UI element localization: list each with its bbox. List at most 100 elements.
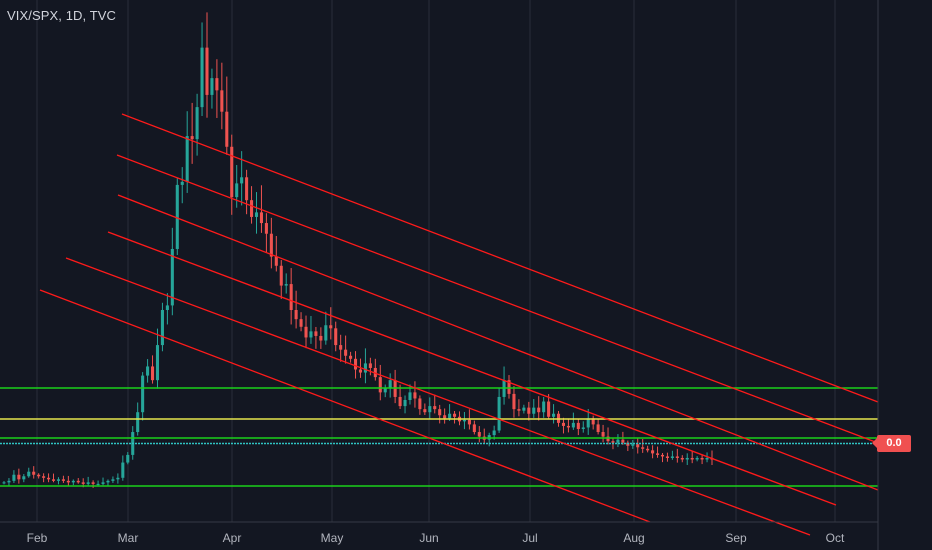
candle [383,384,387,398]
candle [636,437,640,454]
candle [225,76,229,155]
candle [675,448,679,463]
candle [512,386,516,418]
candle [586,409,590,435]
candle [571,412,575,430]
x-tick-label: Apr [222,531,242,545]
candle [656,446,660,458]
candle [596,419,600,435]
candle [423,403,427,415]
candle [388,373,392,398]
candle [561,417,566,434]
candle [279,260,283,299]
candle [403,395,407,414]
candle [165,293,169,325]
candle [616,434,620,448]
candle [522,404,526,414]
x-tick-label: Aug [623,531,645,545]
candle [264,213,268,253]
candle [2,481,6,485]
candle [220,62,224,130]
candle [334,321,338,352]
candle [200,22,204,116]
candle [641,438,645,453]
candle [497,387,501,433]
candle [537,396,541,421]
candle [210,68,214,109]
candle [576,419,580,436]
candle [146,359,150,383]
candle [185,111,189,193]
candle [141,372,145,421]
candle [344,335,348,364]
candle [116,473,120,484]
candle [502,366,506,405]
candle [368,357,372,376]
x-axis [0,0,879,550]
candle [175,177,179,256]
candle [651,445,655,459]
candle [61,475,65,483]
candle [601,424,605,443]
x-tick-label: Feb [26,531,48,545]
candle [353,351,358,379]
candle [438,404,442,424]
candle [284,273,288,294]
x-tick-label: Jul [522,531,538,545]
x-tick-label: May [320,531,344,545]
candle [27,467,31,478]
candle [363,348,367,384]
candlestick-series [2,12,714,488]
candle [566,418,570,433]
candle [195,93,199,156]
candle [517,399,521,417]
candle [42,473,46,483]
candle [76,478,80,484]
candle [51,473,56,483]
candle [269,217,273,269]
candle [329,307,333,340]
candle [289,268,293,325]
candle [482,428,486,444]
candle [215,59,219,118]
candle [552,404,556,424]
candle [32,466,36,479]
candle [230,134,234,215]
candle [547,394,551,420]
candle [160,302,164,352]
candle [680,455,684,463]
candle [66,475,70,487]
candle [581,421,585,433]
candle [690,451,694,464]
candle [304,315,308,349]
candle [487,432,491,447]
candle [150,355,155,384]
drawn-trendlines [0,113,879,536]
candle [111,476,115,483]
candle [126,452,130,465]
candle [443,408,447,424]
candle [91,480,95,488]
candle [71,479,75,486]
candle [274,236,278,272]
candle [324,311,328,345]
candle [37,473,41,479]
candle [472,420,476,435]
candle [660,452,665,463]
x-tick-label: Jun [419,531,439,545]
candle [507,375,511,399]
candle [254,192,259,234]
candle [155,328,160,389]
candle [453,410,457,424]
chart-title: VIX/SPX, 1D, TVC [7,8,117,23]
candle [378,364,382,401]
candle [205,12,209,118]
candle [433,394,437,414]
candle [646,445,650,453]
candle [700,454,704,465]
candle [319,327,323,349]
candle [294,290,298,329]
candle [101,477,105,486]
chart-grid [36,0,836,522]
